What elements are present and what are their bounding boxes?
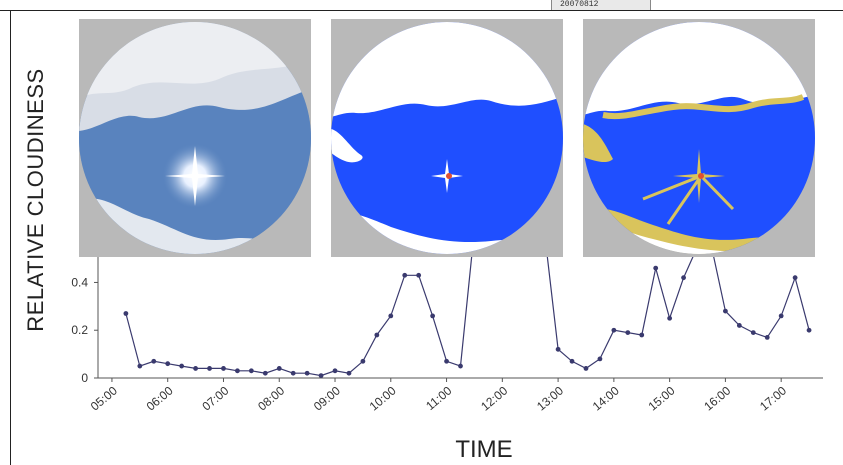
x-tick-label: 16:00: [701, 383, 733, 413]
data-point: [555, 346, 561, 352]
x-tick-label: 12:00: [478, 383, 510, 413]
data-point: [262, 370, 268, 376]
data-point: [569, 358, 575, 364]
data-point: [764, 334, 770, 340]
data-point: [374, 332, 380, 338]
x-axis-title: TIME: [455, 436, 513, 463]
cloud-mask: [331, 19, 563, 257]
data-point: [806, 327, 812, 333]
x-tick-label: 05:00: [88, 383, 120, 413]
data-point: [123, 311, 129, 316]
data-point: [667, 315, 673, 321]
data-point: [151, 358, 157, 364]
data-point: [750, 330, 756, 336]
sky-photo: [79, 19, 311, 257]
left-border: [10, 10, 11, 465]
data-point: [416, 272, 422, 278]
data-point: [179, 363, 185, 369]
y-tick-label: 0.4: [71, 275, 88, 289]
x-tick-label: 14:00: [590, 383, 622, 413]
data-point: [304, 370, 310, 376]
data-point: [792, 275, 798, 281]
data-point: [235, 368, 240, 374]
x-tick-label: 15:00: [646, 383, 678, 413]
data-point: [611, 327, 617, 333]
x-tick-label: 06:00: [144, 383, 176, 413]
x-tick-label: 13:00: [534, 383, 566, 413]
x-tick-label: 07:00: [199, 383, 231, 413]
y-axis-title: RELATIVE CLOUDINESS: [23, 68, 48, 332]
data-point: [653, 265, 659, 271]
cloud-mask-yellow: [583, 19, 815, 257]
data-point: [221, 366, 226, 371]
data-point: [318, 373, 324, 379]
data-point: [778, 313, 784, 319]
data-point: [681, 275, 686, 281]
data-point: [625, 330, 631, 336]
data-point: [583, 366, 589, 371]
x-tick-label: 09:00: [311, 383, 343, 413]
data-point: [736, 323, 742, 328]
data-point: [402, 272, 408, 278]
top-border: [0, 10, 843, 11]
data-point: [193, 366, 198, 371]
data-point: [360, 358, 366, 364]
data-point: [458, 363, 463, 369]
data-point: [346, 370, 352, 376]
x-tick-label: 10:00: [367, 383, 399, 413]
data-point: [207, 366, 212, 371]
data-point: [248, 368, 254, 374]
data-point: [388, 313, 394, 319]
x-tick-label: 17:00: [757, 383, 789, 413]
data-point: [276, 366, 282, 371]
data-point: [597, 356, 603, 362]
data-point: [165, 361, 171, 367]
y-tick-label: 0: [81, 371, 88, 385]
data-point: [639, 332, 645, 338]
data-point: [290, 370, 296, 376]
data-point: [332, 368, 338, 374]
x-tick-label: 11:00: [423, 383, 455, 413]
x-tick-label: 08:00: [255, 383, 287, 413]
data-point: [430, 313, 436, 319]
y-tick-label: 0.2: [71, 323, 88, 337]
header-tag: 20070812: [551, 0, 651, 10]
data-point: [137, 363, 143, 369]
data-point: [723, 308, 728, 314]
data-point: [444, 358, 449, 364]
